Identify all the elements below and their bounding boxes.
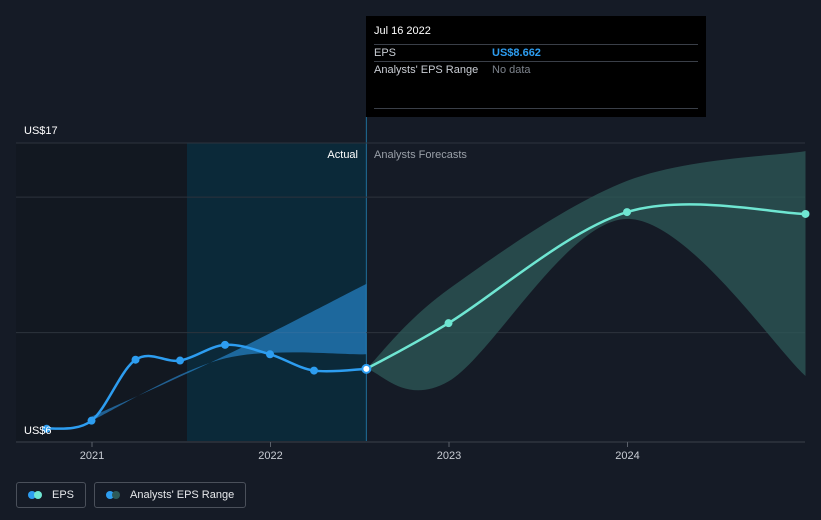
series-1-point-2 [623, 208, 632, 217]
series-0-point-4 [221, 340, 230, 349]
tooltip-range-value: No data [492, 64, 531, 76]
tooltip-date: Jul 16 2022 [374, 25, 431, 37]
x-tick-label-1: 2022 [258, 450, 282, 462]
tooltip-row-range: Analysts' EPS Range No data [374, 61, 698, 78]
series-line-1 [365, 203, 806, 370]
legend-item-eps[interactable]: EPS [16, 482, 87, 508]
series-0-point-3 [176, 356, 185, 365]
legend-label-eps: EPS [52, 489, 75, 501]
series-1-point-3 [801, 209, 810, 218]
past-panel [16, 143, 187, 441]
hover-tooltip: Jul 16 2022 EPS US$8.662 Analysts' EPS R… [366, 16, 706, 117]
series-1-point-1 [444, 319, 453, 328]
range-band-0 [91, 283, 367, 421]
legend-label-eps-range: Analysts' EPS Range [130, 489, 235, 501]
actual-region-label: Actual [327, 149, 358, 161]
series-0-point-2 [131, 355, 140, 364]
range-band-1 [366, 151, 806, 391]
eps-legend-icon [28, 490, 44, 500]
tooltip-eps-key: EPS [374, 47, 397, 59]
series-0-point-0 [42, 424, 51, 433]
y-axis-top-label: US$17 [24, 125, 58, 137]
tooltip-divider [374, 108, 698, 109]
series-0-point-5 [266, 350, 275, 359]
x-tick-label-0: 2021 [80, 450, 104, 462]
forecast-region-label: Analysts Forecasts [374, 149, 467, 161]
series-0-point-1 [87, 416, 96, 425]
series-0-point-6 [310, 366, 319, 375]
series-0-point-7 [361, 363, 372, 374]
chart-legend: EPS Analysts' EPS Range [16, 482, 247, 508]
y-axis-bottom-label: US$6 [24, 425, 52, 437]
tooltip-range-key: Analysts' EPS Range [374, 64, 479, 76]
legend-item-eps-range[interactable]: Analysts' EPS Range [94, 482, 247, 508]
eps-range-legend-icon [106, 490, 122, 500]
x-tick-label-2: 2023 [437, 450, 461, 462]
x-tick-label-3: 2024 [615, 450, 639, 462]
tooltip-row-eps: EPS US$8.662 [374, 44, 698, 61]
series-line-0 [46, 343, 367, 431]
actual-highlight-panel [187, 143, 367, 441]
tooltip-eps-value: US$8.662 [492, 47, 541, 59]
